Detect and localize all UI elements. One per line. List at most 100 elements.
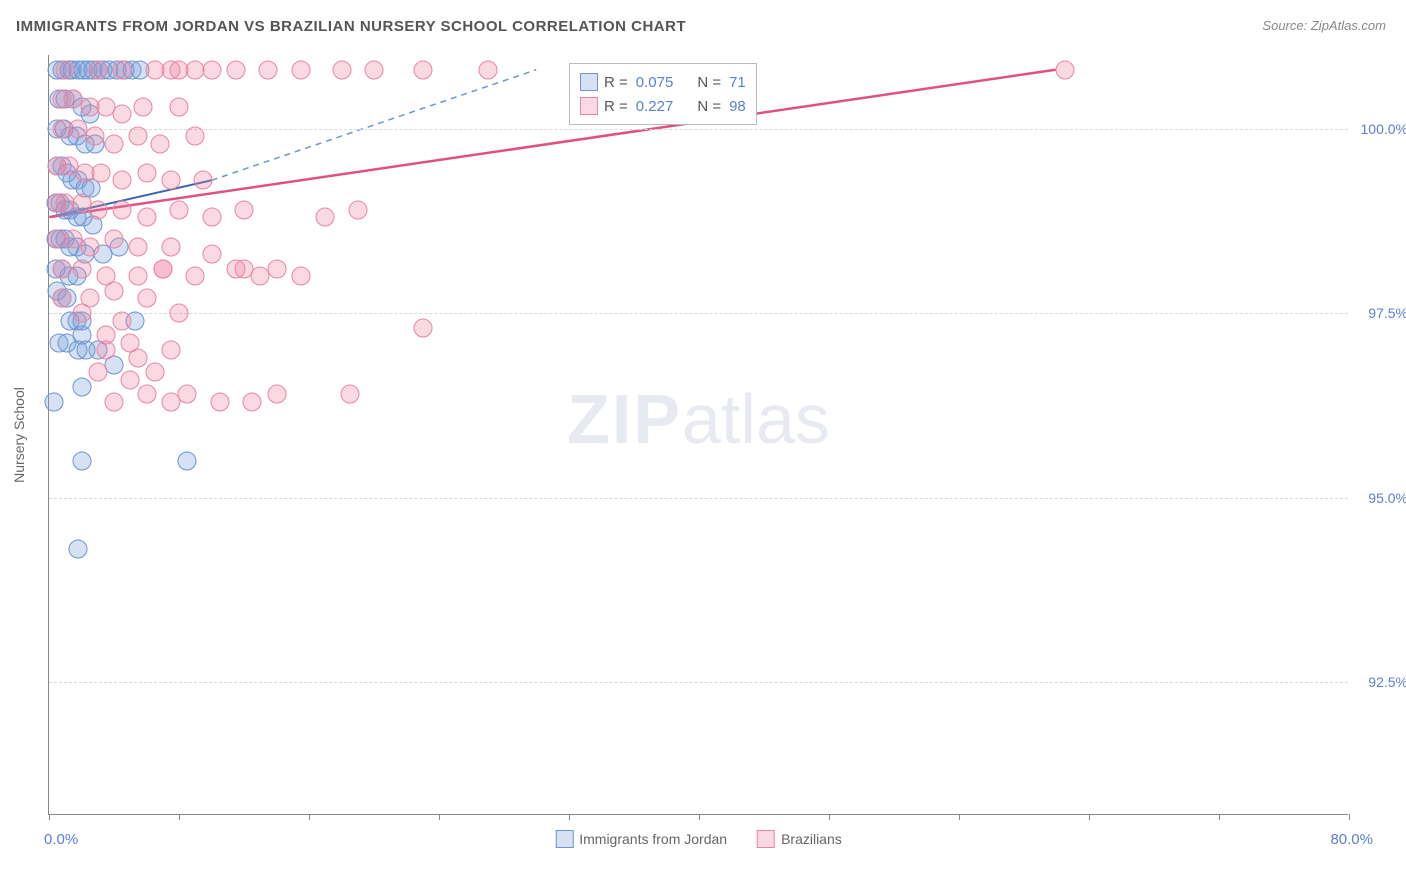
scatter-point-brazilians (1055, 60, 1074, 79)
scatter-point-brazilians (178, 385, 197, 404)
legend-item-brazilians: Brazilians (757, 830, 842, 848)
stats-row-jordan: R =0.075N =71 (580, 70, 746, 94)
scatter-point-brazilians (129, 127, 148, 146)
scatter-point-brazilians (105, 134, 124, 153)
scatter-point-brazilians (96, 341, 115, 360)
scatter-point-jordan (72, 378, 91, 397)
source-name: ZipAtlas.com (1311, 18, 1386, 33)
scatter-point-jordan (44, 392, 63, 411)
scatter-point-brazilians (72, 259, 91, 278)
watermark: ZIPatlas (567, 379, 830, 459)
scatter-point-brazilians (56, 60, 75, 79)
stats-r-value: 0.227 (636, 98, 674, 115)
x-axis-max-label: 80.0% (1330, 831, 1373, 848)
legend-label: Immigrants from Jordan (579, 831, 727, 847)
scatter-point-jordan (72, 451, 91, 470)
x-tick (309, 814, 310, 820)
x-tick (829, 814, 830, 820)
scatter-point-brazilians (137, 208, 156, 227)
scatter-point-brazilians (145, 363, 164, 382)
source-attribution: Source: ZipAtlas.com (1262, 18, 1386, 33)
x-tick (179, 814, 180, 820)
x-tick (569, 814, 570, 820)
scatter-point-jordan (69, 540, 88, 559)
scatter-point-brazilians (170, 97, 189, 116)
scatter-point-brazilians (186, 267, 205, 286)
x-tick (959, 814, 960, 820)
stats-n-value: 98 (729, 98, 746, 115)
stats-r-label: R = (604, 98, 628, 115)
scatter-point-brazilians (348, 200, 367, 219)
x-axis-min-label: 0.0% (44, 831, 78, 848)
scatter-point-brazilians (150, 134, 169, 153)
scatter-point-brazilians (105, 282, 124, 301)
scatter-point-brazilians (113, 200, 132, 219)
scatter-point-brazilians (365, 60, 384, 79)
scatter-point-brazilians (478, 60, 497, 79)
scatter-point-jordan (178, 451, 197, 470)
stats-n-label: N = (697, 98, 721, 115)
scatter-point-brazilians (332, 60, 351, 79)
scatter-point-brazilians (53, 259, 72, 278)
trend-lines-svg (49, 55, 1348, 814)
scatter-point-brazilians (72, 304, 91, 323)
scatter-point-brazilians (129, 348, 148, 367)
scatter-point-brazilians (134, 97, 153, 116)
scatter-point-brazilians (105, 392, 124, 411)
chart-title: IMMIGRANTS FROM JORDAN VS BRAZILIAN NURS… (16, 18, 686, 35)
scatter-point-brazilians (170, 304, 189, 323)
scatter-point-brazilians (88, 363, 107, 382)
scatter-point-brazilians (210, 392, 229, 411)
scatter-point-brazilians (161, 341, 180, 360)
legend-item-jordan: Immigrants from Jordan (555, 830, 727, 848)
gridline (49, 129, 1348, 130)
scatter-point-brazilians (153, 259, 172, 278)
gridline (49, 313, 1348, 314)
scatter-point-brazilians (137, 164, 156, 183)
scatter-point-brazilians (194, 171, 213, 190)
x-tick (49, 814, 50, 820)
scatter-point-brazilians (267, 259, 286, 278)
y-tick-label: 95.0% (1368, 490, 1406, 506)
stats-n-label: N = (697, 74, 721, 91)
scatter-point-brazilians (92, 164, 111, 183)
watermark-zip: ZIP (567, 380, 682, 458)
legend-swatch-icon (555, 830, 573, 848)
watermark-atlas: atlas (682, 380, 830, 458)
scatter-point-brazilians (113, 311, 132, 330)
scatter-point-brazilians (129, 237, 148, 256)
scatter-point-brazilians (137, 289, 156, 308)
scatter-point-brazilians (53, 289, 72, 308)
stats-row-brazilians: R = 0.227 N = 98 (580, 94, 746, 118)
plot-area: Nursery School ZIPatlas R =0.075N =71R =… (48, 55, 1348, 815)
scatter-point-brazilians (113, 60, 132, 79)
y-tick-label: 97.5% (1368, 305, 1406, 321)
scatter-point-brazilians (161, 171, 180, 190)
stats-swatch-icon (580, 73, 598, 91)
scatter-point-brazilians (259, 60, 278, 79)
scatter-point-brazilians (113, 105, 132, 124)
x-tick (439, 814, 440, 820)
y-tick-label: 92.5% (1368, 674, 1406, 690)
scatter-point-brazilians (129, 267, 148, 286)
scatter-point-brazilians (202, 208, 221, 227)
stats-box: R =0.075N =71R =0.227N =98 (569, 63, 757, 125)
x-tick (1219, 814, 1220, 820)
scatter-point-brazilians (88, 200, 107, 219)
stats-swatch-icon (580, 97, 598, 115)
scatter-point-brazilians (413, 319, 432, 338)
scatter-point-brazilians (235, 200, 254, 219)
scatter-point-brazilians (186, 127, 205, 146)
stats-r-label: R = (604, 74, 628, 91)
legend: Immigrants from Jordan Brazilians (555, 830, 842, 848)
scatter-point-brazilians (340, 385, 359, 404)
scatter-point-brazilians (291, 60, 310, 79)
trend-line (212, 70, 537, 181)
scatter-point-brazilians (413, 60, 432, 79)
x-tick (699, 814, 700, 820)
y-axis-title: Nursery School (11, 387, 27, 483)
scatter-point-brazilians (202, 245, 221, 264)
scatter-point-brazilians (80, 237, 99, 256)
scatter-point-brazilians (88, 60, 107, 79)
stats-n-value: 71 (729, 74, 746, 91)
